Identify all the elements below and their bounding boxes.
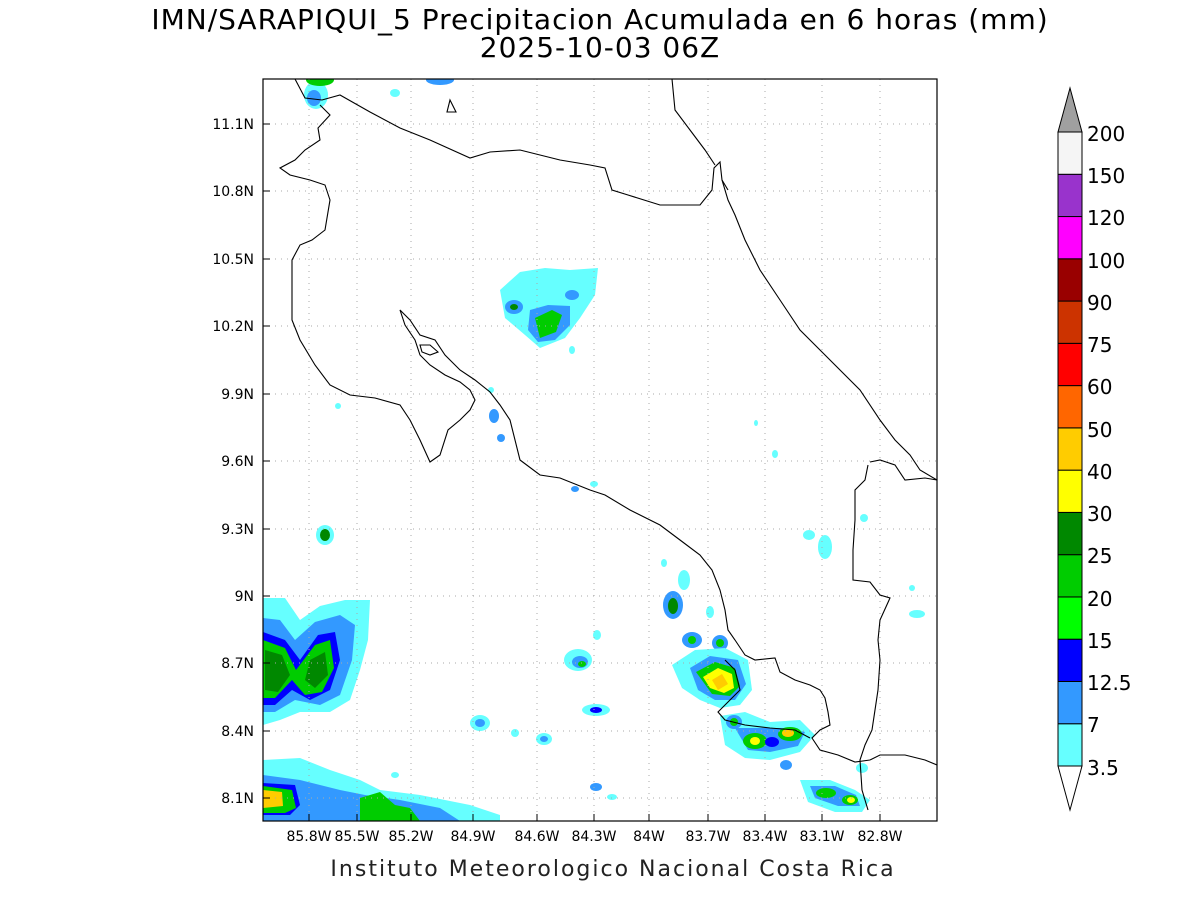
y-tick-label: 9.3N [221, 522, 254, 538]
legend-label: 25 [1087, 544, 1112, 568]
pacific-coast [278, 104, 871, 763]
caribbean-coast [721, 179, 937, 481]
precip-small-cells [316, 387, 925, 800]
legend-label: 60 [1087, 375, 1112, 399]
footer-credit: Instituto Meteorologico Nacional Costa R… [330, 857, 896, 882]
map-title: IMN/SARAPIQUI_5 Precipitacion Acumulada … [151, 3, 1049, 36]
legend-underflow-arrow [1057, 765, 1083, 812]
color-legend [1057, 86, 1083, 812]
precip-cells-north [304, 79, 454, 109]
legend-color-box [1057, 342, 1083, 387]
precip-cluster-southwest-corner [263, 758, 500, 821]
legend-color-box [1057, 638, 1083, 682]
x-tick-label: 83.4W [742, 829, 787, 845]
legend-color-box [1057, 469, 1083, 513]
precip-cluster-west [263, 598, 370, 725]
legend-label: 40 [1087, 460, 1112, 484]
x-tick-label: 84W [633, 829, 665, 845]
legend-label: 30 [1087, 502, 1112, 526]
nicaragua-border [294, 79, 729, 206]
legend-label: 200 [1087, 122, 1125, 146]
y-tick-label: 9N [235, 589, 254, 605]
legend-color-box [1057, 173, 1083, 218]
y-tick-label: 8.7N [221, 656, 254, 672]
x-tick-label: 85.8W [286, 829, 331, 845]
y-tick-label: 8.4N [221, 724, 254, 740]
legend-label: 90 [1087, 291, 1112, 315]
legend-label: 15 [1087, 629, 1112, 653]
legend-color-box [1057, 385, 1083, 429]
legend-label: 150 [1087, 164, 1125, 188]
legend-color-box [1057, 511, 1083, 556]
legend-color-box [1057, 680, 1083, 725]
axis-ticks [263, 123, 881, 821]
legend-label: 120 [1087, 206, 1125, 230]
legend-color-box [1057, 723, 1083, 767]
legend-label: 7 [1087, 713, 1100, 737]
y-tick-label: 9.9N [221, 387, 254, 403]
x-tick-label: 84.6W [514, 829, 559, 845]
panama-pacific [869, 754, 937, 766]
costa-rica-panama-border [852, 464, 891, 811]
x-tick-label: 85.2W [388, 829, 433, 845]
legend-color-box [1057, 300, 1083, 344]
x-tick-label: 83.1W [799, 829, 844, 845]
island [446, 98, 457, 113]
legend-color-box [1057, 131, 1083, 175]
legend-color-box [1057, 596, 1083, 640]
legend-color-box [1057, 258, 1083, 302]
y-tick-label: 8.1N [221, 791, 254, 807]
x-tick-label: 84.9W [450, 829, 495, 845]
x-tick-label: 83.7W [685, 829, 730, 845]
legend-label: 100 [1087, 249, 1125, 273]
x-tick-label: 85.5W [334, 829, 379, 845]
legend-color-box [1057, 216, 1083, 260]
country-boundaries [278, 79, 937, 811]
y-tick-label: 10.2N [212, 319, 254, 335]
y-tick-label: 10.8N [212, 184, 254, 200]
legend-label: 3.5 [1087, 756, 1119, 780]
map-gridlines [263, 79, 937, 821]
precip-cluster-pacific-south [663, 570, 870, 812]
y-tick-label: 10.5N [212, 252, 254, 268]
legend-labels: 200 150 120 100 90 75 60 50 40 30 25 20 … [1087, 122, 1132, 780]
legend-label: 50 [1087, 418, 1112, 442]
osa-peninsula [717, 659, 811, 739]
panama-caribbean [869, 459, 937, 481]
legend-label: 12.5 [1087, 671, 1132, 695]
precip-cell-central-north [500, 268, 598, 354]
legend-overflow-arrow [1057, 86, 1083, 133]
legend-label: 20 [1087, 587, 1112, 611]
precipitation-field [263, 79, 925, 821]
legend-label: 75 [1087, 333, 1112, 357]
x-tick-label: 84.3W [571, 829, 616, 845]
legend-color-box [1057, 554, 1083, 598]
x-tick-label: 82.8W [857, 829, 902, 845]
y-tick-label: 11.1N [212, 117, 254, 133]
nicaragua-caribbean-coast [671, 79, 716, 166]
y-axis-labels: 11.1N 10.8N 10.5N 10.2N 9.9N 9.6N 9.3N 9… [212, 117, 254, 807]
x-axis-labels: 85.8W 85.5W 85.2W 84.9W 84.6W 84.3W 84W … [286, 829, 902, 845]
legend-color-box [1057, 427, 1083, 471]
y-tick-label: 9.6N [221, 454, 254, 470]
map-frame [262, 78, 938, 822]
lake [419, 344, 440, 356]
map-valid-time: 2025-10-03 06Z [479, 31, 721, 64]
